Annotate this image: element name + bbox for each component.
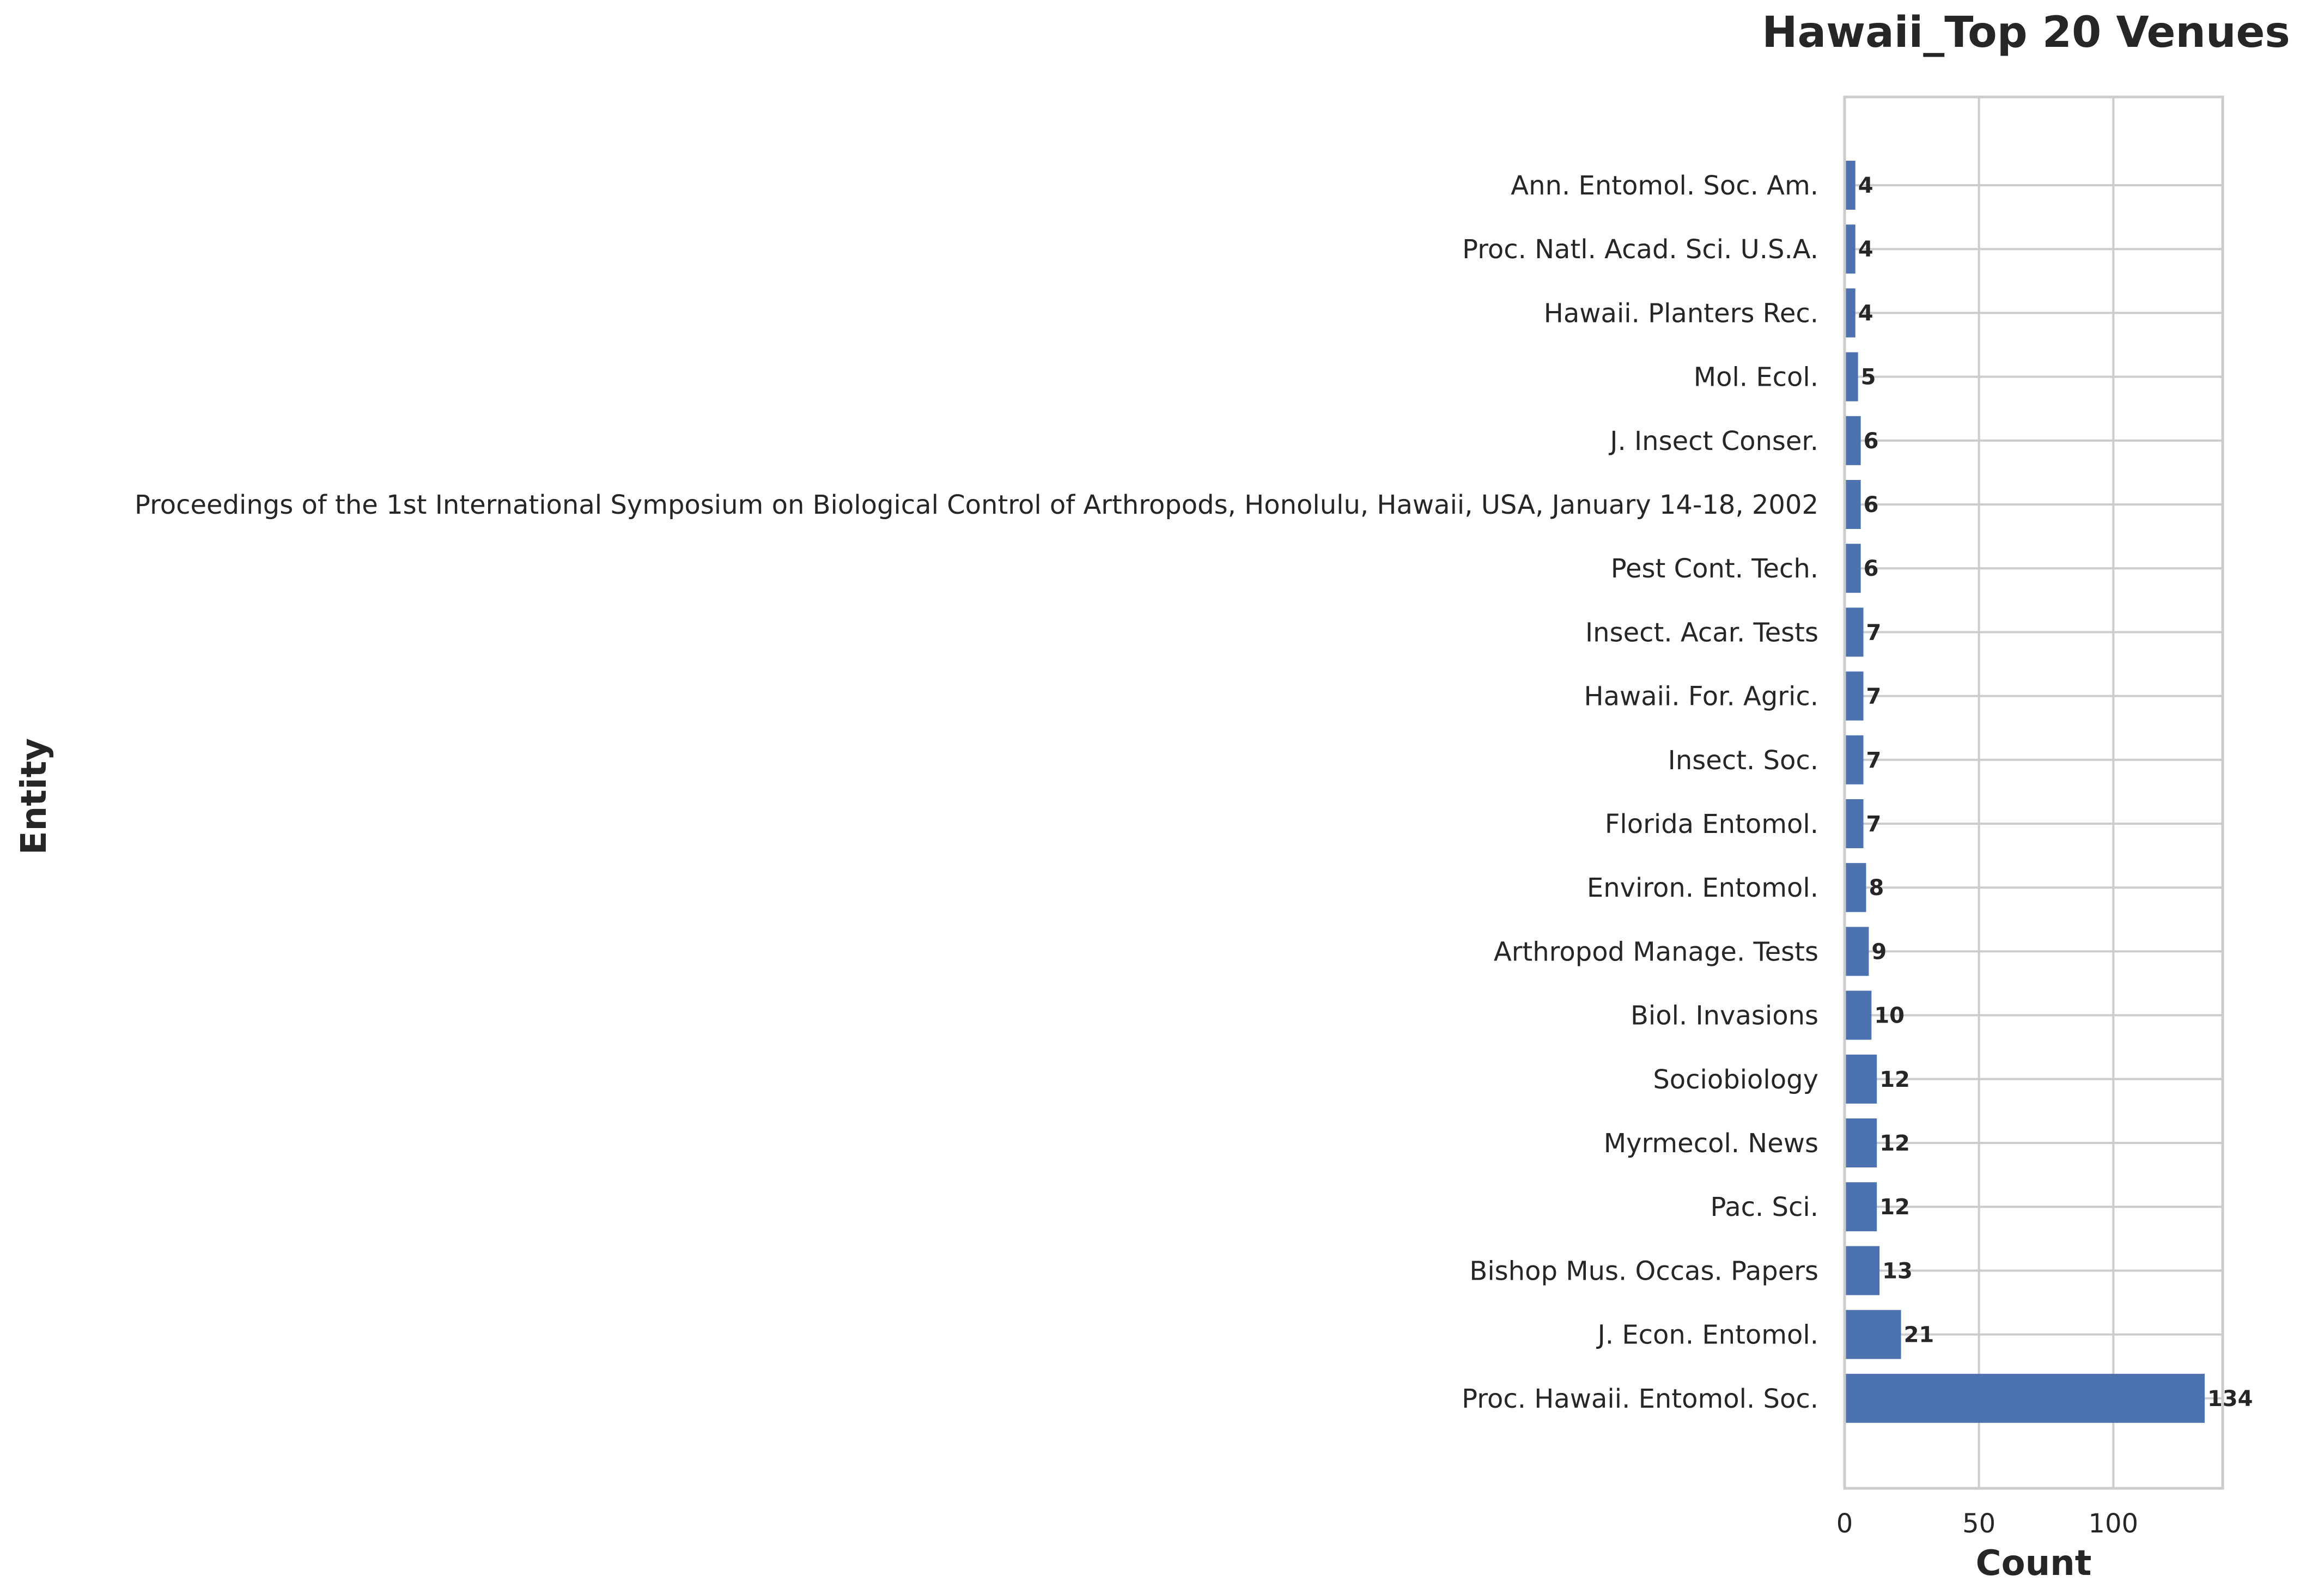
bar-value-label: 4 xyxy=(1858,301,1873,326)
x-tick-label: 50 xyxy=(1962,1508,1996,1539)
bar-value-label: 6 xyxy=(1864,429,1879,454)
bar xyxy=(1845,224,1855,274)
bar xyxy=(1845,416,1861,465)
bar xyxy=(1845,990,1872,1040)
y-tick-label: J. Insect Conser. xyxy=(1608,426,1818,457)
bar-value-label: 9 xyxy=(1871,939,1887,964)
y-tick-label: Insect. Soc. xyxy=(1668,745,1818,776)
bar xyxy=(1845,1246,1880,1295)
bar xyxy=(1845,1310,1901,1359)
y-tick-label: Proc. Hawaii. Entomol. Soc. xyxy=(1462,1384,1818,1414)
bar xyxy=(1845,1182,1877,1232)
bar-value-label: 6 xyxy=(1864,492,1879,518)
y-tick-label: Mol. Ecol. xyxy=(1694,362,1818,393)
bars-layer xyxy=(1845,161,2205,1423)
value-labels-layer: 4 4 4 5 6 6 6 7 7 7 7 8 9 10 12 12 12 13 21 134 xyxy=(1858,173,2253,1412)
bar xyxy=(1845,1373,2205,1423)
x-tick-labels: 0 50 100 xyxy=(1836,1508,2138,1539)
bar-value-label: 21 xyxy=(1904,1323,1934,1348)
bar xyxy=(1845,607,1864,657)
y-tick-label: Arthropod Manage. Tests xyxy=(1494,936,1818,967)
bar-value-label: 6 xyxy=(1864,556,1879,581)
bar xyxy=(1845,480,1861,529)
bar-value-label: 4 xyxy=(1858,173,1873,198)
bar-value-label: 7 xyxy=(1866,812,1882,837)
y-tick-label: Biol. Invasions xyxy=(1631,1001,1818,1031)
y-tick-label: J. Econ. Entomol. xyxy=(1596,1320,1818,1350)
bar-value-label: 8 xyxy=(1869,875,1884,901)
x-tick-label: 100 xyxy=(2088,1508,2138,1539)
y-tick-label: Proc. Natl. Acad. Sci. U.S.A. xyxy=(1462,234,1818,265)
bar-value-label: 4 xyxy=(1858,237,1873,262)
x-axis-label: Count xyxy=(1976,1543,2092,1584)
y-tick-label: Sociobiology xyxy=(1653,1064,1818,1095)
bar-value-label: 13 xyxy=(1882,1258,1913,1283)
y-tick-label: Insect. Acar. Tests xyxy=(1585,617,1818,648)
bar-value-label: 7 xyxy=(1866,620,1882,645)
bar-value-label: 134 xyxy=(2207,1386,2253,1412)
bar xyxy=(1845,161,1855,210)
bar xyxy=(1845,1118,1877,1167)
chart-title: Hawaii_Top 20 Venues xyxy=(1762,8,2290,57)
bar-value-label: 12 xyxy=(1879,1131,1910,1156)
bar xyxy=(1845,288,1855,338)
y-tick-label: Pac. Sci. xyxy=(1710,1192,1818,1222)
y-tick-labels: Ann. Entomol. Soc. Am. Proc. Natl. Acad. … xyxy=(135,171,1818,1414)
bar xyxy=(1845,799,1864,848)
y-tick-label: Bishop Mus. Occas. Papers xyxy=(1469,1256,1818,1286)
y-tick-label: Proceedings of the 1st International Sym… xyxy=(135,490,1818,520)
bar xyxy=(1845,735,1864,784)
bar-value-label: 12 xyxy=(1879,1067,1910,1092)
bar xyxy=(1845,1054,1877,1104)
y-tick-label: Hawaii. For. Agric. xyxy=(1584,682,1819,712)
bar xyxy=(1845,352,1858,401)
y-tick-label: Ann. Entomol. Soc. Am. xyxy=(1511,171,1818,201)
bar xyxy=(1845,544,1861,593)
y-tick-label: Pest Cont. Tech. xyxy=(1611,553,1818,584)
bar-value-label: 7 xyxy=(1866,684,1882,709)
x-tick-label: 0 xyxy=(1836,1508,1853,1539)
bar-value-label: 7 xyxy=(1866,748,1882,773)
plot-frame xyxy=(1843,95,2224,1490)
bar-value-label: 5 xyxy=(1861,365,1876,390)
bar-value-label: 10 xyxy=(1874,1003,1905,1029)
y-tick-label: Myrmecol. News xyxy=(1604,1128,1818,1159)
y-tick-label: Hawaii. Planters Rec. xyxy=(1544,298,1818,328)
bar-value-label: 12 xyxy=(1879,1195,1910,1220)
y-tick-label: Florida Entomol. xyxy=(1605,809,1818,839)
y-axis-label: Entity xyxy=(14,738,54,855)
bar xyxy=(1845,927,1869,976)
bar xyxy=(1845,671,1864,721)
y-tick-label: Environ. Entomol. xyxy=(1587,873,1818,903)
bar xyxy=(1845,863,1866,912)
